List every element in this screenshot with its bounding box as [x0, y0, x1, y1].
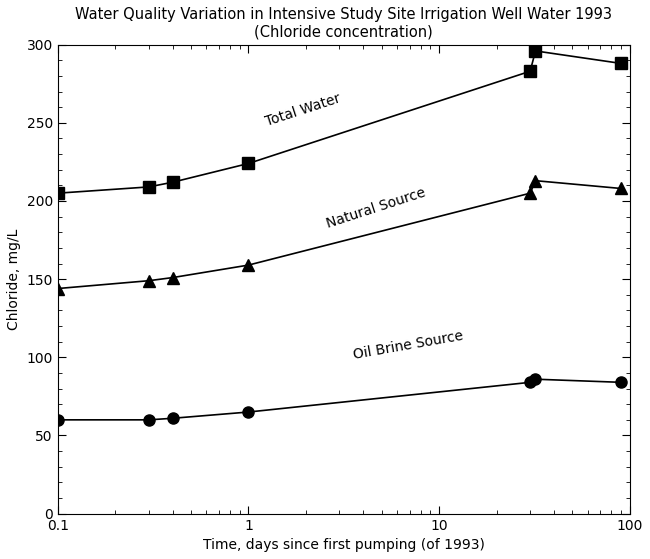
Y-axis label: Chloride, mg/L: Chloride, mg/L — [7, 229, 21, 330]
Title: Water Quality Variation in Intensive Study Site Irrigation Well Water 1993
(Chlo: Water Quality Variation in Intensive Stu… — [75, 7, 612, 39]
Text: Oil Brine Source: Oil Brine Source — [352, 329, 465, 362]
X-axis label: Time, days since first pumping (of 1993): Time, days since first pumping (of 1993) — [203, 538, 485, 552]
Text: Natural Source: Natural Source — [324, 185, 427, 230]
Text: Total Water: Total Water — [263, 92, 343, 129]
